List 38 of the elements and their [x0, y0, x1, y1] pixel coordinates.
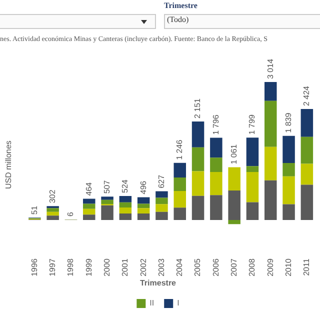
annotation: 1 246: [175, 139, 184, 160]
annotation: 2 424: [302, 85, 312, 106]
x-tick-label: 2007: [230, 258, 239, 276]
x-tick-label: 2005: [193, 258, 202, 276]
x-tick-label: 2009: [266, 258, 275, 276]
x-tick-label: 1999: [84, 258, 94, 276]
annotation: 2 151: [193, 98, 202, 118]
x-tick-label: 2003: [156, 258, 166, 276]
x-tick-label: 2001: [120, 258, 130, 276]
x-tick-label: 2010: [284, 258, 293, 276]
x-tick-label: 1997: [48, 258, 58, 276]
annotation: 627: [156, 174, 166, 188]
annotation: 464: [84, 182, 94, 196]
annotation: 302: [48, 189, 58, 204]
annotation: 496: [138, 180, 148, 194]
annotation: 3 014: [266, 58, 275, 79]
annotation: 1 061: [230, 144, 239, 164]
annotation: 6: [66, 211, 76, 216]
x-tick-label: 2008: [248, 258, 257, 276]
annotation: 1 796: [211, 114, 220, 135]
annotation: 524: [120, 179, 130, 193]
legend-label: II: [150, 298, 154, 308]
x-tick-label: 1998: [66, 258, 76, 276]
x-tick-label: 2006: [211, 258, 220, 276]
x-tick-label: 2004: [175, 258, 184, 276]
text: Trimestre: [164, 1, 198, 10]
y-axis-title: USD millones: [4, 140, 14, 190]
legend-title: Trimestre: [140, 278, 177, 288]
annotation: 51: [30, 205, 39, 215]
text: (Todo): [167, 15, 189, 24]
x-tick-label: 2002: [138, 258, 148, 276]
annotation: 1 839: [284, 112, 293, 133]
legend-label: I: [177, 298, 180, 308]
x-tick-label: 1996: [30, 258, 39, 276]
annotation: 1 799: [248, 114, 257, 135]
x-tick-label: 2011: [302, 258, 312, 276]
x-tick-label: 2000: [102, 258, 112, 276]
annotation: 507: [102, 180, 112, 194]
